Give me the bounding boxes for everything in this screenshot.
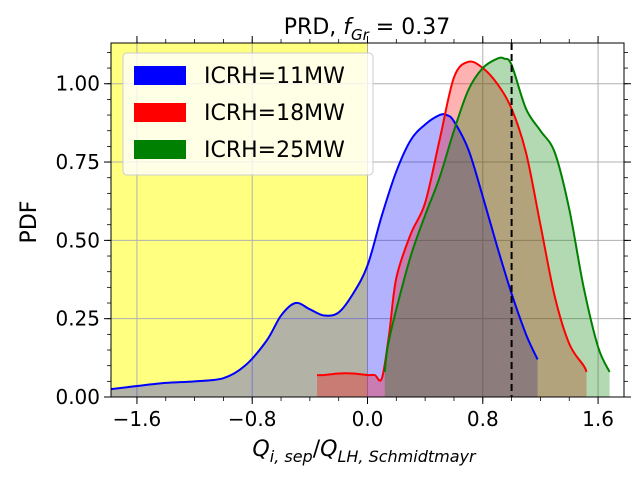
y-tick-label-0: 0.00 (55, 385, 100, 409)
tick-labels: −1.6 −0.8 0.0 0.8 1.6 0.00 0.25 0.50 0.75 1.00 (55, 72, 613, 431)
x-tick-label-2: 0.0 (352, 407, 384, 431)
series-line-icrh-11mw (111, 113, 539, 391)
series-line-icrh-25mw (383, 56, 611, 373)
series-area-icrh-25mw (384, 57, 610, 397)
legend-swatch-icrh-18mw (134, 103, 186, 122)
legend-swatch-icrh-11mw (134, 66, 186, 85)
chart-title: PRD, fGr = 0.37 (284, 15, 450, 44)
y-tick-label-1: 0.25 (55, 307, 100, 331)
y-tick-label-2: 0.50 (55, 228, 100, 252)
x-tick-label-3: 0.8 (467, 407, 499, 431)
series-area-icrh-11mw (111, 114, 538, 397)
x-tick-label-1: −0.8 (228, 407, 277, 431)
x-tick-label-4: 1.6 (582, 407, 614, 431)
legend-label-icrh-18mw: ICRH=18MW (204, 101, 345, 126)
legend-label-icrh-25mw: ICRH=25MW (204, 138, 345, 163)
y-tick-label-4: 1.00 (55, 72, 100, 96)
y-tick-label-3: 0.75 (55, 150, 100, 174)
legend-label-icrh-11mw: ICRH=11MW (204, 64, 345, 89)
legend: ICRH=11MW ICRH=18MW ICRH=25MW (122, 52, 374, 176)
x-axis-label: Qi, sep/QLH, Schmidtmayr (252, 437, 477, 466)
x-tick-label-0: −1.6 (113, 407, 162, 431)
legend-swatch-icrh-25mw (134, 140, 186, 159)
tick-marks (104, 36, 631, 404)
series-line-icrh-18mw (317, 60, 588, 382)
y-axis-label: PDF (17, 201, 42, 244)
